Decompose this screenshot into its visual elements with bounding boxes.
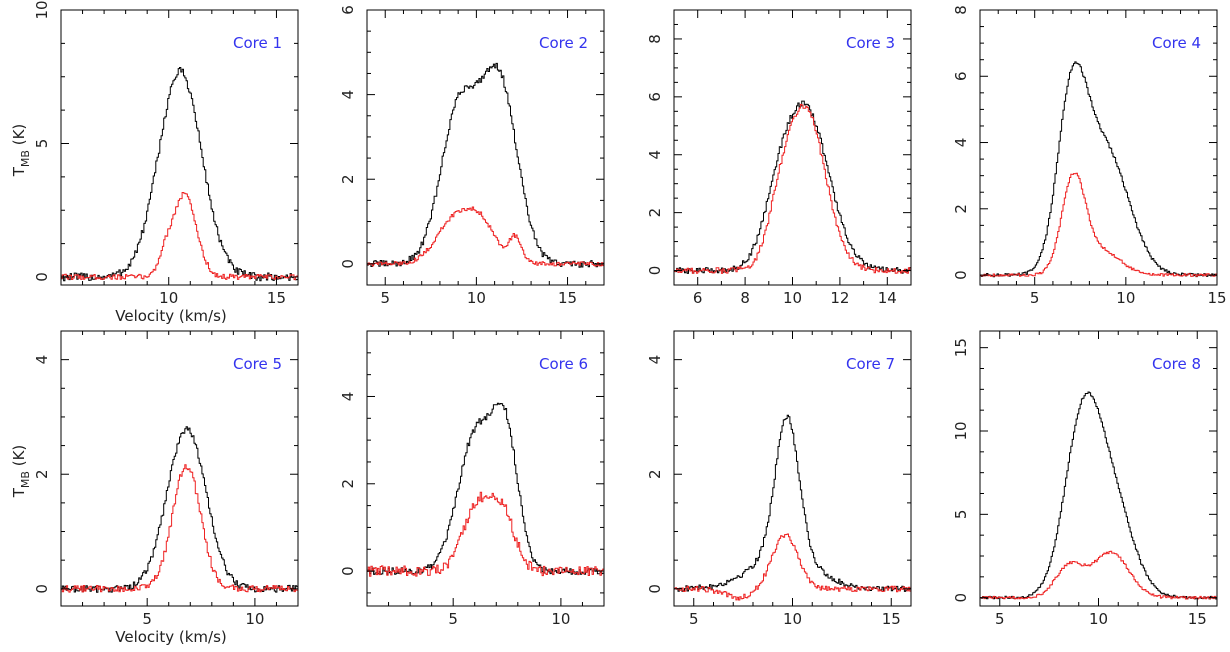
panel-core-8: 5 10 15 0 5 10 15 Core 8 bbox=[952, 330, 1218, 628]
y-tick-label: 6 bbox=[646, 92, 664, 102]
x-tick-label: 6 bbox=[693, 289, 703, 307]
y-tick-label: 0 bbox=[646, 266, 664, 276]
y-tick-label: 4 bbox=[646, 150, 664, 160]
panel-core-4: 5 10 15 0 2 4 6 8 Core 4 bbox=[952, 5, 1227, 307]
y-axis-label: TMB (K) bbox=[10, 124, 32, 178]
x-tick-label: 15 bbox=[1207, 289, 1226, 307]
spectrum-black-core-4 bbox=[980, 61, 1217, 278]
y-tick-label: 0 bbox=[339, 566, 357, 576]
core-label: Core 3 bbox=[846, 34, 895, 52]
y-tick-label: 8 bbox=[952, 5, 970, 15]
y-tick-label: 6 bbox=[339, 5, 357, 15]
spectrum-black-core-5 bbox=[61, 426, 298, 593]
y-tick-label: 4 bbox=[33, 355, 51, 365]
y-tick-label: 2 bbox=[339, 479, 357, 489]
x-tick-label: 10 bbox=[245, 610, 264, 628]
panel-core-1: 10 15 0 5 10 Core 1 Velocity (km/s) TMB (K) bbox=[10, 0, 299, 325]
core-label: Core 6 bbox=[539, 355, 588, 373]
spectrum-red-core-2 bbox=[367, 206, 604, 267]
x-tick-label: 10 bbox=[1089, 610, 1108, 628]
y-tick-label: 0 bbox=[646, 584, 664, 594]
y-tick-label: 4 bbox=[646, 355, 664, 365]
y-tick-label: 2 bbox=[952, 204, 970, 214]
y-tick-label: 2 bbox=[646, 208, 664, 218]
y-tick-label: 8 bbox=[646, 34, 664, 44]
x-tick-label: 5 bbox=[995, 610, 1005, 628]
panel-core-7: 5 10 15 0 2 4 Core 7 bbox=[646, 330, 912, 628]
x-tick-label: 15 bbox=[882, 610, 901, 628]
core-label: Core 1 bbox=[233, 34, 282, 52]
plot-frame-core-5 bbox=[60, 330, 299, 607]
x-tick-label: 10 bbox=[1116, 289, 1135, 307]
x-tick-label: 15 bbox=[558, 289, 577, 307]
y-tick-label: 0 bbox=[952, 593, 970, 603]
spectrum-red-core-1 bbox=[61, 192, 298, 281]
plot-frame-core-2 bbox=[366, 9, 605, 286]
x-tick-label: 5 bbox=[448, 610, 458, 628]
x-axis-label: Velocity (km/s) bbox=[115, 628, 226, 646]
spectrum-red-core-8 bbox=[980, 550, 1217, 600]
spectrum-black-core-6 bbox=[367, 402, 604, 575]
y-tick-label: 2 bbox=[339, 174, 357, 184]
spectrum-black-core-2 bbox=[367, 62, 604, 268]
y-tick-label: 2 bbox=[646, 469, 664, 479]
y-tick-label: 4 bbox=[339, 392, 357, 402]
spectrum-black-core-1 bbox=[61, 67, 298, 282]
x-tick-label: 5 bbox=[1030, 289, 1040, 307]
x-tick-label: 15 bbox=[1188, 610, 1207, 628]
x-tick-label: 10 bbox=[783, 289, 802, 307]
y-tick-label: 0 bbox=[33, 272, 51, 282]
plot-frame-core-4 bbox=[979, 9, 1218, 286]
spectrum-red-core-7 bbox=[674, 533, 911, 601]
x-tick-label: 10 bbox=[551, 610, 570, 628]
x-tick-label: 10 bbox=[467, 289, 486, 307]
core-label: Core 8 bbox=[1152, 355, 1201, 373]
core-label: Core 5 bbox=[233, 355, 282, 373]
core-label: Core 7 bbox=[846, 355, 895, 373]
x-tick-label: 14 bbox=[878, 289, 897, 307]
x-tick-label: 8 bbox=[740, 289, 750, 307]
panel-core-6: 5 10 0 2 4 Core 6 bbox=[339, 330, 605, 628]
y-tick-label: 5 bbox=[33, 139, 51, 149]
panel-core-3: 6 8 10 12 14 0 2 4 6 8 Core 3 bbox=[646, 9, 912, 307]
y-tick-label: 0 bbox=[952, 270, 970, 280]
y-tick-label: 10 bbox=[33, 0, 51, 19]
panel-core-5: 5 10 0 2 4 Core 5 Velocity (km/s) TMB (K) bbox=[10, 330, 299, 646]
x-tick-label: 5 bbox=[380, 289, 390, 307]
spectrum-black-core-3 bbox=[674, 100, 911, 274]
x-tick-label: 5 bbox=[142, 610, 152, 628]
core-label: Core 2 bbox=[539, 34, 588, 52]
y-tick-label: 6 bbox=[952, 71, 970, 81]
panel-core-2: 5 10 15 0 2 4 6 Core 2 bbox=[339, 5, 605, 307]
x-tick-label: 15 bbox=[267, 289, 286, 307]
core-label: Core 4 bbox=[1152, 34, 1201, 52]
spectrum-red-core-4 bbox=[980, 172, 1217, 277]
plot-frame-core-6 bbox=[366, 330, 605, 607]
x-tick-label: 5 bbox=[689, 610, 699, 628]
y-tick-label: 0 bbox=[33, 584, 51, 594]
x-tick-label: 10 bbox=[783, 610, 802, 628]
y-tick-label: 5 bbox=[952, 510, 970, 520]
spectrum-black-core-8 bbox=[980, 391, 1217, 600]
x-axis-label: Velocity (km/s) bbox=[115, 307, 226, 325]
x-tick-label: 10 bbox=[159, 289, 178, 307]
y-tick-label: 15 bbox=[952, 338, 970, 357]
spectrum-red-core-6 bbox=[367, 491, 604, 577]
y-tick-label: 2 bbox=[33, 469, 51, 479]
y-axis-label: TMB (K) bbox=[10, 445, 32, 499]
y-tick-label: 10 bbox=[952, 421, 970, 440]
spectrum-red-core-3 bbox=[674, 103, 911, 274]
x-tick-label: 12 bbox=[830, 289, 849, 307]
y-tick-label: 0 bbox=[339, 259, 357, 269]
plot-frame-core-1 bbox=[60, 9, 299, 286]
y-tick-label: 4 bbox=[339, 90, 357, 100]
y-tick-label: 4 bbox=[952, 138, 970, 148]
spectrum-black-core-7 bbox=[674, 414, 911, 592]
spectrum-red-core-5 bbox=[61, 464, 298, 593]
